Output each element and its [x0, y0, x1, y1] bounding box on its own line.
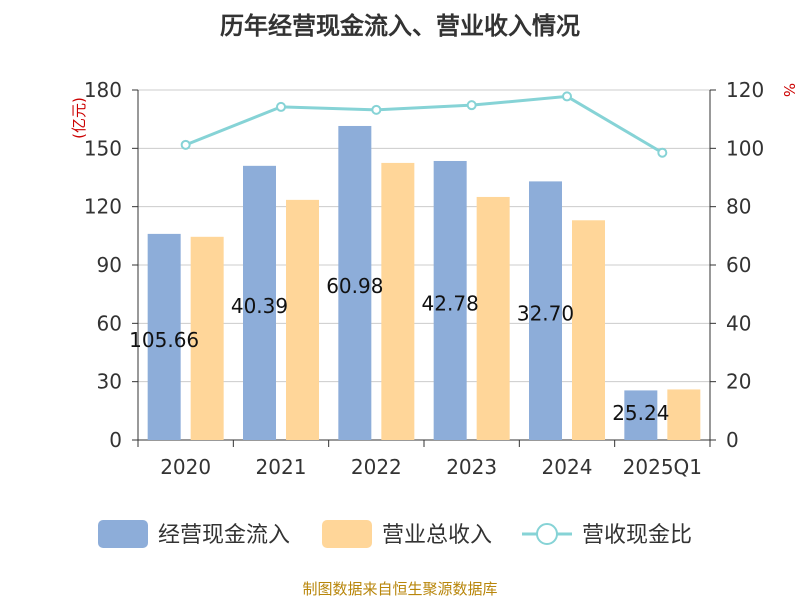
left-tick-label: 180	[84, 78, 122, 102]
bar-cash-inflow	[529, 181, 562, 440]
ratio-line	[185, 94, 664, 154]
bar-cash-inflow	[243, 165, 276, 441]
left-tick-label: 30	[97, 370, 122, 394]
right-tick-label: 100	[726, 136, 764, 160]
left-tick-label: 0	[109, 428, 122, 452]
legend-swatch-cash	[98, 520, 148, 548]
bar-cash-inflow	[338, 125, 372, 440]
x-tick-label: 2023	[446, 455, 497, 479]
right-tick-label: 80	[726, 195, 751, 219]
right-tick-label: 20	[726, 370, 751, 394]
left-tick-label: 150	[84, 136, 122, 160]
legend-label-ratio: 营收现金比	[582, 523, 692, 548]
bar-data-label: 32.70	[517, 302, 574, 326]
ratio-point	[562, 91, 572, 102]
right-tick-label: 60	[726, 253, 751, 277]
ratio-point	[657, 147, 668, 158]
bar-data-label: 40.39	[231, 294, 288, 318]
bar-cash-inflow	[433, 160, 467, 440]
x-tick-label: 2024	[542, 455, 593, 479]
bar-revenue	[190, 236, 224, 440]
ratio-point	[466, 100, 477, 111]
bar-cash-inflow	[147, 233, 181, 440]
left-tick-label: 120	[84, 195, 122, 219]
legend-label-revenue: 营业总收入	[382, 523, 492, 548]
bar-revenue	[476, 196, 510, 440]
left-tick-label: 60	[97, 311, 122, 335]
left-axis-unit: (亿元)	[70, 97, 88, 139]
ratio-point	[276, 101, 286, 112]
ratio-point	[180, 139, 191, 150]
bar-data-label: 25.24	[612, 401, 669, 425]
right-tick-label: 120	[726, 78, 764, 102]
bar-data-label: 105.66	[129, 328, 199, 352]
x-tick-label: 2020	[160, 455, 211, 479]
bar-revenue	[381, 162, 415, 440]
right-axis-unit: %	[780, 83, 798, 97]
bar-data-label: 42.78	[422, 291, 479, 315]
bar-cash-inflow	[624, 390, 658, 440]
bar-revenue	[572, 220, 605, 440]
legend-swatch-revenue	[322, 520, 372, 548]
right-tick-label: 40	[726, 311, 751, 335]
bar-data-label: 60.98	[326, 274, 383, 298]
source-note: 制图数据来自恒生聚源数据库	[302, 580, 498, 598]
x-tick-label: 2022	[351, 455, 402, 479]
right-tick-label: 0	[726, 428, 739, 452]
chart-title: 历年经营现金流入、营业收入情况	[220, 12, 580, 40]
x-tick-label: 2025Q1	[623, 455, 702, 479]
bar-revenue	[286, 199, 319, 440]
ratio-point	[371, 104, 382, 115]
x-tick-label: 2021	[256, 455, 307, 479]
legend-label-cash: 经营现金流入	[158, 523, 290, 548]
legend-marker-ratio	[536, 523, 558, 545]
bar-revenue	[667, 389, 701, 440]
left-tick-label: 90	[97, 253, 122, 277]
